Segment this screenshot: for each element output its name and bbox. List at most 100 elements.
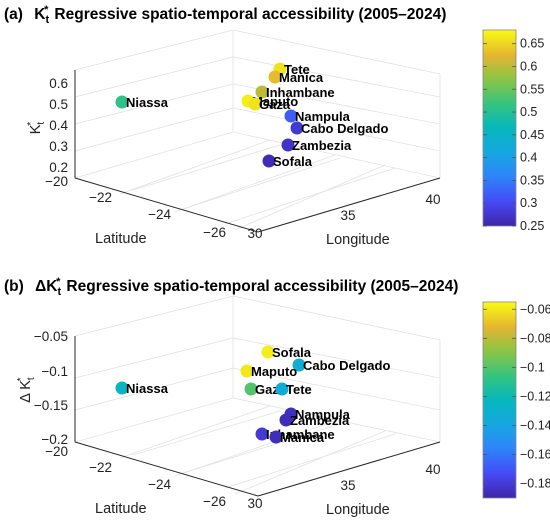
panel-a-ztick: 0.2: [49, 160, 68, 175]
panel-a-ztick: 0.6: [49, 76, 68, 91]
colorbar-tick-label: −0.14: [520, 418, 550, 432]
panel-a-xtick: 40: [425, 192, 440, 207]
panel-b-label: (b): [4, 278, 24, 295]
point-label: Gaza: [259, 97, 291, 112]
panel-a-title-text: Regressive spatio-temporal accessibility…: [54, 6, 446, 23]
panel-a-colorbar-ticks: 0.65 0.6 0.55 0.5 0.45 0.4 0.35 0.3 0.25: [483, 37, 544, 233]
data-point-sofala: [262, 154, 276, 168]
panel-b-ytick: −24: [148, 477, 171, 492]
panel-a-ztick: 0.3: [49, 139, 68, 154]
data-point-inhambane: [255, 85, 269, 99]
point-label: Zambezia: [290, 413, 350, 428]
point-label: Zambezia: [292, 138, 352, 153]
data-point-tete: [275, 382, 289, 396]
panel-b-title: (b) ΔKt* Regressive spatio-temporal acces…: [4, 276, 458, 298]
point-label: Cabo Delgado: [301, 121, 388, 136]
colorbar-tick-label: 0.6: [520, 59, 537, 73]
panel-b-ztick: −0.05: [34, 329, 68, 344]
panel-a-colorbar: [482, 29, 517, 227]
panel-a-title-sub: t: [45, 14, 49, 26]
panel-a-title: (a) Kt* Regressive spatio-temporal access…: [4, 4, 446, 26]
panel-b-ytick: −22: [89, 460, 112, 475]
panel-b-ylabel: Latitude: [95, 501, 147, 517]
colorbar-tick-label: −0.18: [520, 476, 550, 490]
data-point-niassa: [115, 381, 129, 395]
data-point-zambezia: [281, 138, 295, 152]
colorbar-tick-label: 0.55: [520, 82, 544, 96]
panel-b-title-sub: t: [57, 286, 61, 298]
point-label: Nampula: [295, 407, 351, 422]
colorbar-tick-label: −0.16: [520, 447, 550, 461]
data-point-zambezia: [279, 413, 293, 427]
point-label: Tete: [284, 62, 310, 77]
panel-b-colorbar-ticks: −0.06 −0.08 −0.1 −0.12 −0.14 −0.16 −0.18: [483, 302, 550, 490]
panel-a-xtick: 35: [340, 208, 355, 223]
colorbar-tick-label: −0.08: [520, 331, 550, 345]
panel-a-axis-lines: [74, 70, 441, 233]
panel-b-title-text: Regressive spatio-temporal accessibility…: [66, 278, 458, 295]
point-label: Manica: [280, 430, 325, 445]
panel-a-title-sup: *: [44, 4, 49, 16]
data-point-nampula: [284, 109, 298, 123]
panel-b: (b) ΔKt* Regressive spatio-temporal acces…: [4, 276, 550, 518]
data-point-niassa: [115, 95, 129, 109]
point-label: Sofala: [273, 154, 313, 169]
colorbar-tick-label: 0.3: [520, 196, 537, 210]
point-label: Inhambane: [266, 85, 335, 100]
panel-a-ytick: −22: [89, 190, 112, 205]
panel-a-ytick: −26: [203, 225, 226, 240]
panel-b-xtick: 40: [425, 462, 440, 477]
panel-b-ytick: −26: [203, 494, 226, 509]
data-point-maputo: [240, 364, 254, 378]
panel-a-ytick: −24: [148, 207, 171, 222]
data-point-inhambane: [255, 427, 269, 441]
data-point-gaza: [248, 97, 262, 111]
panel-a-ztick: 0.4: [49, 118, 68, 133]
point-label: Maputo: [251, 364, 297, 379]
point-label: Inhambane: [266, 427, 335, 442]
panel-b-xtick: 30: [247, 496, 262, 511]
point-label: Maputo: [252, 94, 298, 109]
data-point-sofala: [261, 345, 275, 359]
point-label: Cabo Delgado: [303, 358, 390, 373]
panel-a-xlabel: Longitude: [326, 232, 390, 248]
panel-a-ylabel: Latitude: [95, 231, 147, 247]
svg-text:Kt*: Kt*: [26, 122, 47, 135]
colorbar-tick-label: 0.35: [520, 173, 544, 187]
panel-b-title-symbol: ΔK: [35, 278, 58, 295]
panel-b-ytick: −20: [45, 444, 68, 459]
point-label: Manica: [279, 70, 324, 85]
data-point-cabo-delgado: [290, 121, 304, 135]
panel-a-title-symbol: K: [34, 6, 46, 23]
panel-b-zlabel: Δ Kt*: [16, 377, 37, 403]
panel-b-xtick: 35: [340, 478, 355, 493]
point-label: Niassa: [126, 95, 169, 110]
colorbar-tick-label: −0.06: [520, 302, 550, 316]
data-point-manica: [269, 430, 283, 444]
panel-b-title-sup: *: [56, 276, 61, 288]
panel-b-colorbar: [482, 301, 517, 499]
data-point-gaza: [244, 382, 258, 396]
data-point-manica: [268, 70, 282, 84]
panel-b-ztick: −0.15: [34, 398, 68, 413]
colorbar-tick-label: 0.5: [520, 105, 537, 119]
colorbar-tick-label: 0.45: [520, 128, 544, 142]
data-point-cabo-delgado: [292, 358, 306, 372]
colorbar-tick-label: 0.65: [520, 37, 544, 51]
point-label: Sofala: [272, 345, 312, 360]
panel-b-axis-lines: [74, 336, 441, 497]
panel-b-axes-box: [74, 295, 441, 495]
colorbar-tick-label: 0.4: [520, 151, 537, 165]
svg-text:Δ Kt*: Δ Kt*: [16, 377, 37, 403]
point-label: Nampula: [295, 109, 351, 124]
panel-a: (a) Kt* Regressive spatio-temporal access…: [4, 4, 544, 248]
point-label: Tete: [286, 382, 312, 397]
point-label: Niassa: [126, 381, 169, 396]
panel-b-ztick: −0.1: [41, 364, 68, 379]
panel-a-xtick: 30: [247, 226, 262, 241]
panel-b-ztick: −0.2: [41, 432, 68, 447]
colorbar-tick-label: 0.25: [520, 219, 544, 233]
